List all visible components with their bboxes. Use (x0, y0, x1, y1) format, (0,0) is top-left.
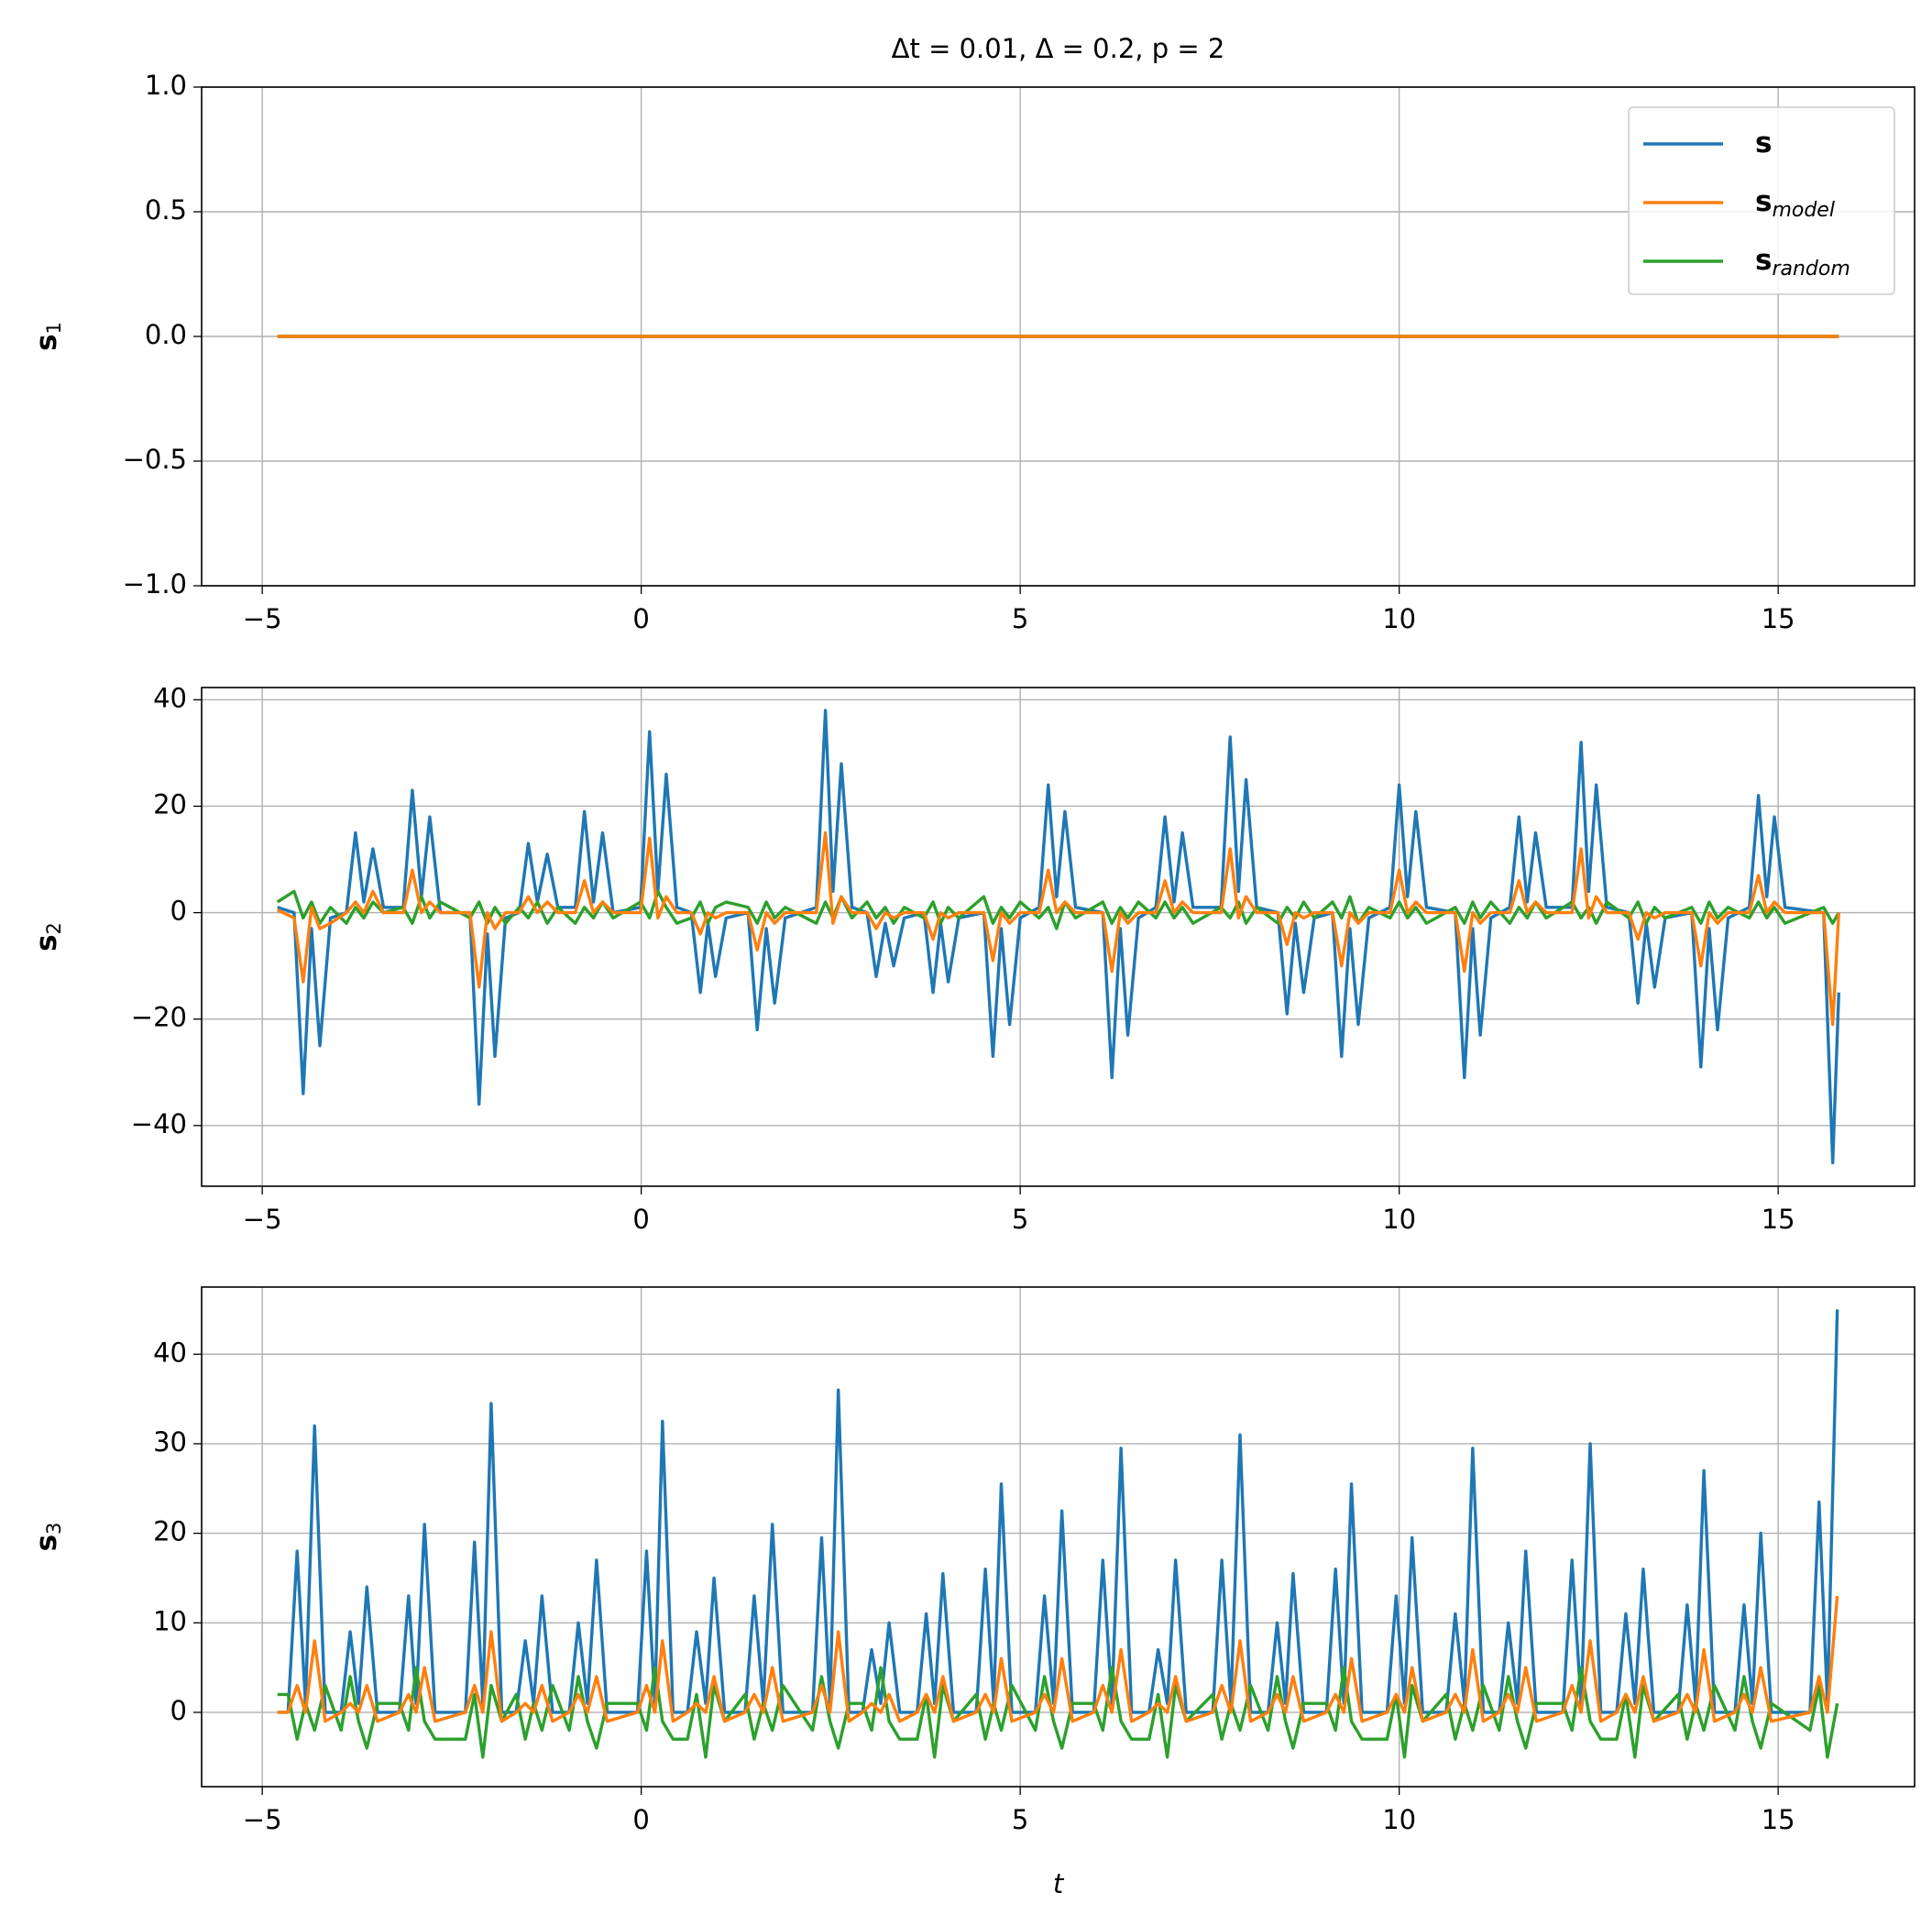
y-label-main: s (30, 1535, 63, 1551)
x-tick-label: 15 (1762, 1204, 1795, 1235)
y-tick-label: 40 (153, 682, 187, 713)
y-tick-label: 30 (153, 1426, 187, 1458)
series-line (276, 889, 1840, 930)
series-line (277, 709, 1840, 1165)
series-line (276, 831, 1840, 1027)
y-tick-label: 10 (153, 1605, 187, 1636)
series-line (277, 1595, 1839, 1723)
chart-title: Δt = 0.01, Δ = 0.2, p = 2 (892, 33, 1225, 64)
x-tick-label: 0 (632, 1804, 649, 1835)
y-tick-label: 40 (153, 1337, 187, 1368)
axes-frame (201, 687, 1916, 1187)
y-label-sub: 2 (43, 922, 65, 934)
legend-name: s (1755, 185, 1772, 218)
y-label-main: s (30, 934, 63, 951)
x-tick-label: 0 (632, 603, 649, 634)
y-tick-label: 0.0 (145, 319, 187, 350)
x-tick-label: 5 (1012, 603, 1028, 634)
series-line (277, 1309, 1839, 1714)
x-tick-label: 10 (1382, 1804, 1416, 1835)
legend-sub: random (1772, 258, 1850, 281)
y-axis-label: s2 (30, 922, 66, 952)
legend-label: srandom (1755, 244, 1850, 281)
legend-sub: model (1772, 199, 1835, 222)
legend-label: smodel (1755, 185, 1835, 223)
x-tick-label: 10 (1382, 603, 1416, 634)
legend-name: s (1755, 244, 1772, 277)
y-label-sub: 3 (43, 1523, 65, 1535)
x-tick-label: 15 (1762, 603, 1795, 634)
y-tick-label: 0 (170, 1695, 187, 1726)
x-tick-label: 15 (1762, 1804, 1795, 1835)
y-tick-label: 0 (170, 896, 187, 927)
x-tick-label: −5 (243, 1804, 282, 1835)
y-axis-label: s3 (30, 1523, 66, 1552)
y-tick-label: 20 (153, 1516, 187, 1547)
x-tick-label: 0 (632, 1204, 649, 1235)
legend-box (1628, 106, 1895, 295)
legend-name: s (1755, 127, 1772, 160)
x-tick-label: 10 (1382, 1204, 1416, 1235)
y-tick-label: −0.5 (123, 444, 187, 475)
y-tick-label: −1.0 (123, 568, 187, 600)
y-label-main: s (30, 334, 63, 350)
y-tick-label: −20 (131, 1002, 187, 1033)
x-tick-label: −5 (243, 603, 282, 634)
series-line (277, 1666, 1839, 1759)
y-tick-label: 0.5 (145, 194, 187, 226)
x-axis-label: t (1053, 1868, 1065, 1899)
axes-frame (201, 1286, 1916, 1788)
x-tick-label: −5 (243, 1204, 282, 1235)
y-tick-label: −40 (131, 1108, 187, 1139)
y-axis-label: s1 (30, 322, 66, 351)
y-tick-label: 1.0 (145, 70, 187, 101)
y-tick-label: 20 (153, 788, 187, 820)
legend-label: s (1755, 127, 1772, 160)
y-label-sub: 1 (43, 322, 65, 334)
x-tick-label: 5 (1012, 1804, 1028, 1835)
axes-frame (201, 86, 1916, 587)
x-tick-label: 5 (1012, 1204, 1028, 1235)
